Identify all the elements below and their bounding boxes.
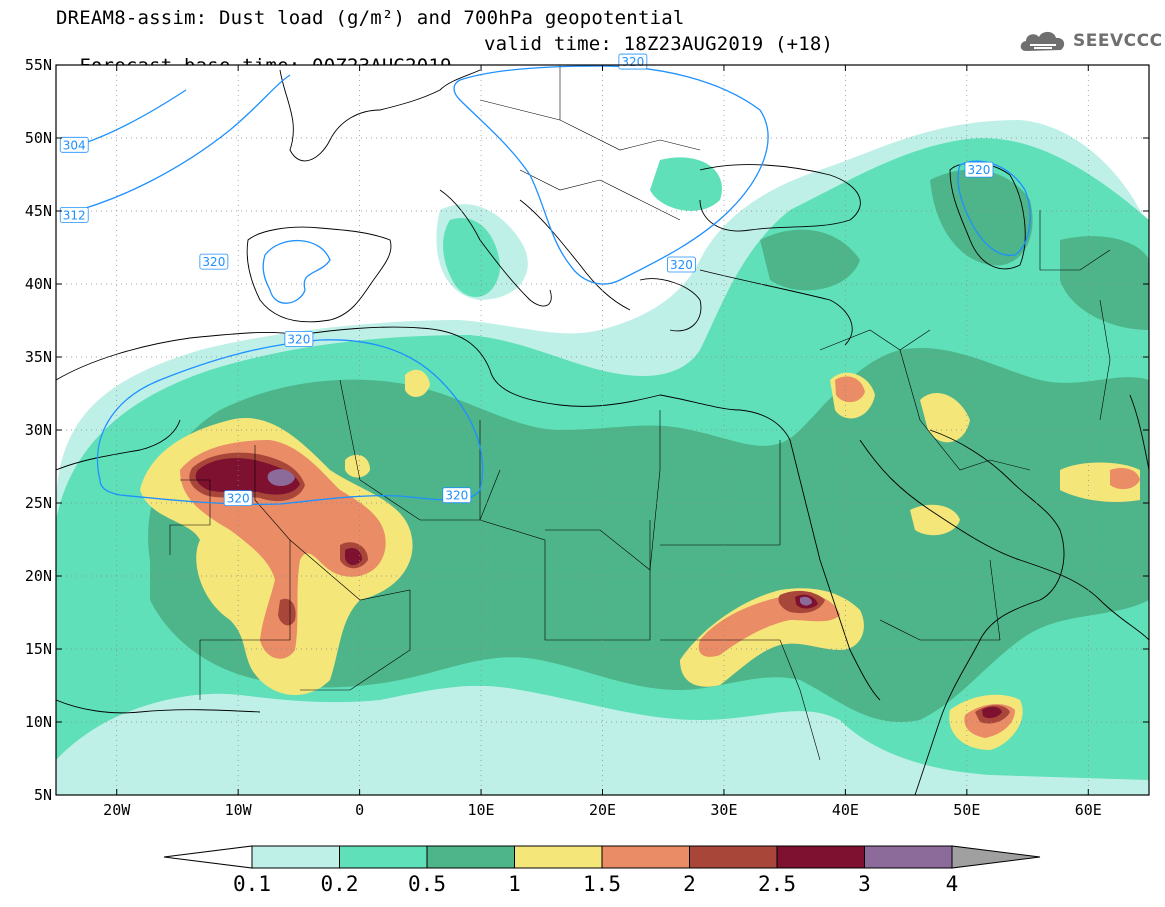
colorbar-label: 0.5 xyxy=(408,872,446,896)
svg-text:320: 320 xyxy=(968,163,991,177)
lat-label: 10N xyxy=(25,713,52,731)
lat-label: 45N xyxy=(25,202,52,220)
lon-label: 30E xyxy=(710,801,737,819)
contour-label: 320 xyxy=(964,161,994,178)
svg-text:320: 320 xyxy=(227,492,250,506)
lat-label: 55N xyxy=(25,56,52,74)
lat-label: 40N xyxy=(25,275,52,293)
valid-time: valid time: 18Z23AUG2019 (+18) xyxy=(484,33,834,55)
colorbar-swatch xyxy=(339,845,428,869)
colorbar-swatch xyxy=(426,845,515,869)
svg-text:320: 320 xyxy=(621,55,644,69)
colorbar-label: 0.1 xyxy=(233,872,271,896)
colorbar-low-arrow xyxy=(163,845,253,869)
colorbar-label: 3 xyxy=(858,872,871,896)
colorbar-labels: 0.1 0.2 0.5 1 1.5 2 2.5 3 4 xyxy=(233,872,958,896)
lat-label: 30N xyxy=(25,421,52,439)
colorbar-swatch xyxy=(514,845,603,869)
contour-label: 320 xyxy=(199,253,229,270)
lat-label: 20N xyxy=(25,567,52,585)
dust-band-0.5 xyxy=(148,169,1149,722)
svg-text:320: 320 xyxy=(445,489,468,503)
colorbar-swatch xyxy=(601,845,690,869)
colorbar-swatch xyxy=(251,845,340,869)
lat-label: 25N xyxy=(25,494,52,512)
map-title: DREAM8-assim: Dust load (g/m²) and 700hP… xyxy=(56,7,685,29)
axis-ticks xyxy=(56,64,1149,796)
svg-text:320: 320 xyxy=(202,255,225,269)
svg-text:312: 312 xyxy=(63,208,86,222)
svg-text:320: 320 xyxy=(287,332,310,346)
lat-label: 15N xyxy=(25,640,52,658)
dust-band-3 xyxy=(267,469,812,606)
lon-label: 10W xyxy=(225,801,253,819)
cloud-icon xyxy=(1020,31,1065,51)
contour-label: 320 xyxy=(284,331,314,347)
svg-text:320: 320 xyxy=(670,258,693,272)
colorbar-swatch xyxy=(864,845,953,869)
contour-labels: 304 312 320 320 320 320 320 320 320 xyxy=(59,53,994,507)
lon-label: 50E xyxy=(953,801,980,819)
map-plot-area xyxy=(56,65,1149,795)
lat-label: 50N xyxy=(25,129,52,147)
logo-text: SEEVCCC xyxy=(1073,31,1163,51)
svg-text:304: 304 xyxy=(63,138,86,152)
lon-label: 10E xyxy=(468,801,495,819)
contour-label: 320 xyxy=(618,53,648,70)
colorbar-label: 1 xyxy=(508,872,521,896)
contour-label: 312 xyxy=(59,206,89,223)
colorbar xyxy=(163,845,1041,869)
colorbar-label: 0.2 xyxy=(321,872,359,896)
contour-label: 304 xyxy=(59,136,89,153)
lat-label: 5N xyxy=(34,786,52,804)
colorbar-swatch xyxy=(776,845,865,869)
contour-label: 320 xyxy=(442,487,472,504)
colorbar-label: 1.5 xyxy=(583,872,621,896)
geopotential-contours xyxy=(67,65,1031,506)
lon-label: 20E xyxy=(589,801,616,819)
seevccc-logo: SEEVCCC xyxy=(1018,26,1163,56)
lat-label: 35N xyxy=(25,348,52,366)
contour-label: 320 xyxy=(223,490,253,507)
colorbar-high-arrow xyxy=(951,845,1041,869)
contour-label: 320 xyxy=(667,256,696,273)
lon-label: 0 xyxy=(355,801,364,819)
colorbar-swatch xyxy=(689,845,778,869)
gridlines xyxy=(56,65,1149,795)
lon-label: 20W xyxy=(103,801,131,819)
latitude-labels: 55N 50N 45N 40N 35N 30N 25N 20N 15N 10N 5N xyxy=(25,56,52,804)
lon-label: 60E xyxy=(1075,801,1102,819)
country-borders xyxy=(169,65,1111,761)
coastlines xyxy=(56,69,1149,795)
colorbar-label: 2.5 xyxy=(758,872,796,896)
colorbar-label: 4 xyxy=(946,872,959,896)
lon-label: 40E xyxy=(832,801,859,819)
longitude-labels: 20W 10W 0 10E 20E 30E 40E 50E 60E xyxy=(103,801,1102,819)
dust-band-2.5 xyxy=(195,458,1002,719)
colorbar-label: 2 xyxy=(683,872,696,896)
